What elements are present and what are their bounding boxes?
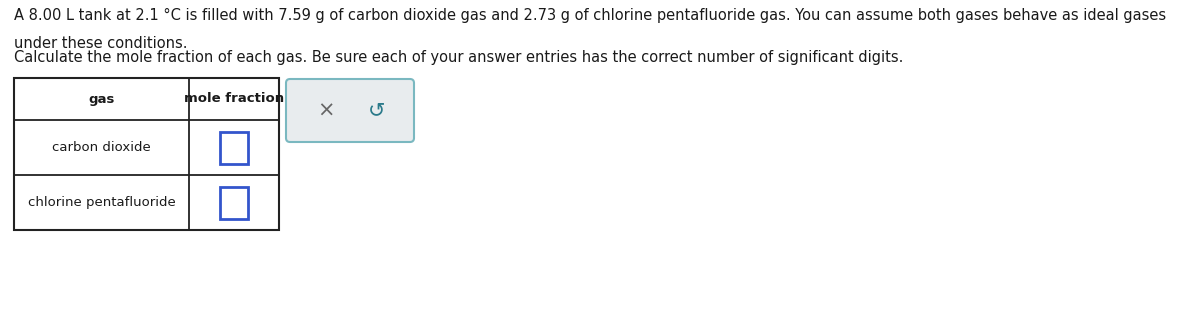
Text: carbon dioxide: carbon dioxide (52, 141, 151, 154)
Text: chlorine pentafluoride: chlorine pentafluoride (28, 196, 175, 209)
Text: mole fraction: mole fraction (184, 93, 284, 106)
Bar (220, 187, 248, 219)
Text: Calculate the mole fraction of each gas. Be sure each of your answer entries has: Calculate the mole fraction of each gas.… (14, 50, 904, 65)
Text: ×: × (317, 100, 335, 121)
Text: gas: gas (89, 93, 115, 106)
Bar (14, 78, 278, 230)
Text: A 8.00 L tank at 2.1 °C is filled with 7.59 g of carbon dioxide gas and 2.73 g o: A 8.00 L tank at 2.1 °C is filled with 7… (14, 8, 1166, 23)
FancyBboxPatch shape (286, 79, 414, 142)
Text: ↺: ↺ (367, 100, 385, 121)
Text: under these conditions.: under these conditions. (14, 36, 187, 51)
Bar (220, 131, 248, 164)
